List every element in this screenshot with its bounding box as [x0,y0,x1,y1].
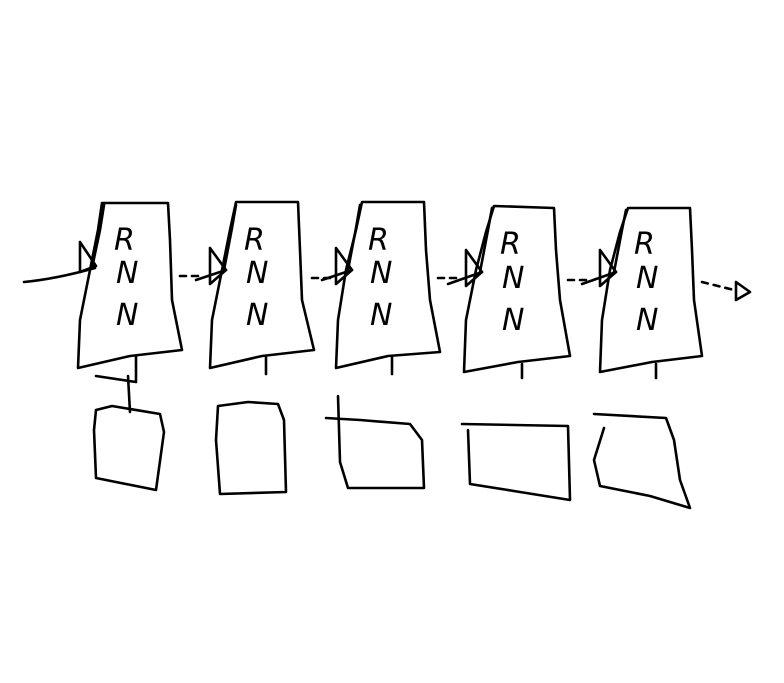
cell-letter: N [502,303,524,338]
cell-letter: N [370,298,392,333]
cell-letter: R [634,227,655,262]
cell-letter: N [370,256,392,291]
output-box-4 [460,422,572,502]
arrow-icon [734,280,752,302]
rnn-cell-5: R N N [598,206,704,374]
rnn-cell-3: R N N [334,200,442,370]
rnn-cell-4: R N N [462,204,572,374]
cell-letter: N [116,298,138,333]
output-box-2 [214,400,288,496]
rnn-cell-2: R N N [208,200,316,370]
cell-letter: N [636,261,658,296]
arrow-icon [208,246,228,286]
cell-letter: R [500,227,521,262]
cell-letter: N [116,256,138,291]
cell-letter: N [246,256,268,291]
arrow-icon [78,240,98,274]
output-box-5 [592,412,692,510]
rnn-cell-1: R N N [76,201,184,370]
cell-letter: N [636,303,658,338]
output-arrow-line [700,280,736,292]
output-box-3 [324,394,426,490]
output-stem [94,354,138,414]
output-box-1 [92,404,166,492]
cell-letter: N [502,261,524,296]
cell-letter: N [246,298,268,333]
cell-letter: R [114,223,135,258]
cell-letter: R [368,223,389,258]
cell-letter: R [244,223,265,258]
